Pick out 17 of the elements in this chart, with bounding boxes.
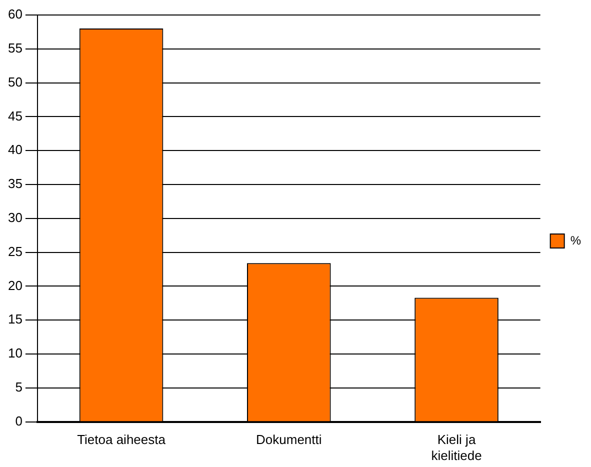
y-tick-label: 0 (15, 413, 22, 428)
y-tick-label: 5 (15, 379, 22, 394)
y-tick-label: 15 (8, 312, 22, 327)
y-tick-label: 50 (8, 74, 22, 90)
y-tick-label: 20 (8, 278, 22, 293)
y-tick-label: 10 (8, 346, 22, 361)
x-tick-label: Dokumentti (256, 432, 322, 448)
y-tick-label: 25 (8, 244, 22, 259)
y-tick-label: 35 (8, 176, 22, 192)
x-tick-label: Tietoa aiheesta (77, 432, 166, 448)
y-tick-label: 45 (8, 108, 22, 124)
legend-label: % (570, 233, 582, 248)
x-tick-label: Kieli ja kielitiede (431, 432, 482, 463)
y-tick-label: 40 (8, 142, 22, 158)
y-tick-label: 30 (8, 210, 22, 225)
y-tick-label: 55 (8, 40, 22, 56)
y-tick-label: 60 (8, 6, 22, 22)
